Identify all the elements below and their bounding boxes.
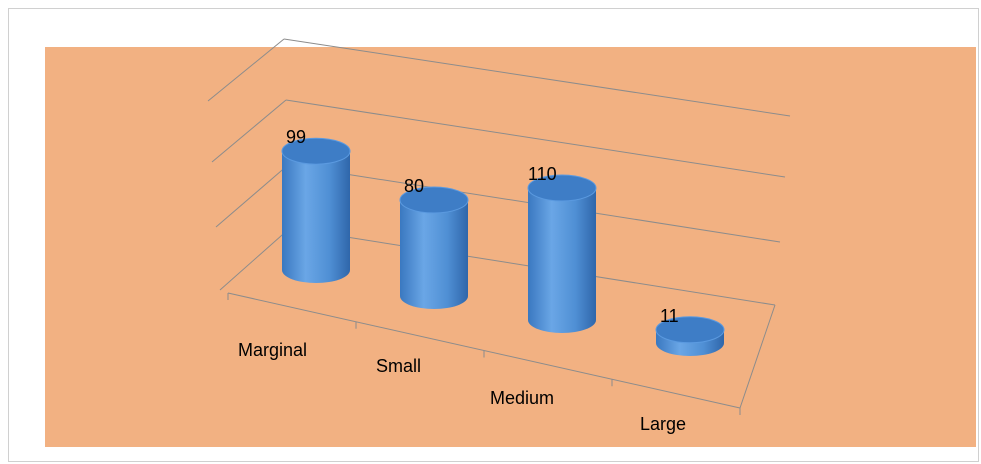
data-label: 11 <box>660 306 679 326</box>
bar-medium <box>527 174 597 333</box>
floor-right-edge <box>739 304 776 409</box>
gridline-left-wall <box>219 227 291 291</box>
data-label: 80 <box>404 176 424 196</box>
bar-body <box>400 200 468 309</box>
gridline-back-wall <box>285 99 786 178</box>
bar-top <box>399 186 469 214</box>
gridline-back-wall <box>283 38 791 117</box>
category-label: Small <box>376 356 421 376</box>
chart-frame <box>8 8 979 462</box>
bar-marginal <box>281 137 351 283</box>
data-label: 99 <box>286 127 306 147</box>
grid-layer <box>207 38 791 306</box>
bar-top <box>281 137 351 165</box>
bar-top <box>655 316 725 344</box>
bar-body <box>282 151 350 283</box>
bars-layer <box>281 137 725 356</box>
gridline-left-wall <box>211 99 287 163</box>
axis-layer <box>227 292 776 415</box>
bar-top <box>527 174 597 202</box>
bar-large <box>655 316 725 356</box>
data-label: 110 <box>528 164 557 184</box>
labels-layer: 99 80 110 11 Marginal Small Medium Large <box>238 127 686 434</box>
category-label: Large <box>640 414 686 434</box>
bar-body <box>528 188 596 333</box>
category-label: Marginal <box>238 340 307 360</box>
plot-area <box>45 47 976 447</box>
bar-small <box>399 186 469 309</box>
category-label: Medium <box>490 388 554 408</box>
gridline-left-wall <box>215 164 289 228</box>
gridline-left-wall <box>207 38 285 102</box>
